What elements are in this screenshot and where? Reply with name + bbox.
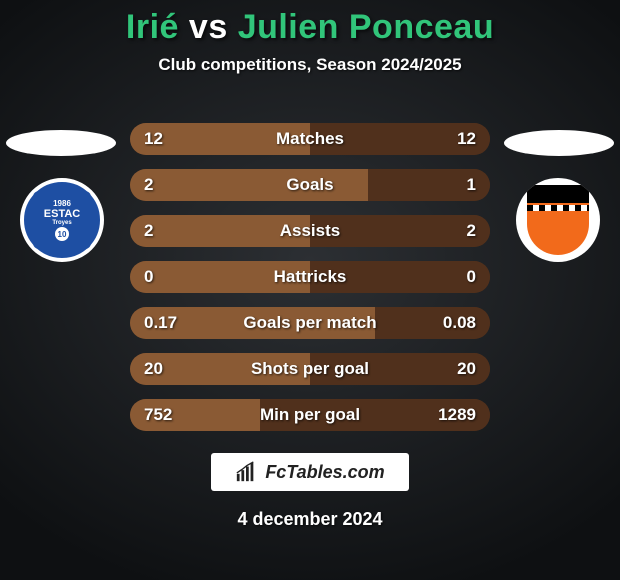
stat-row: 20Shots per goal20 xyxy=(130,353,490,385)
stat-label: Assists xyxy=(130,221,490,241)
player2-name: Julien Ponceau xyxy=(238,8,494,46)
chart-icon xyxy=(235,461,257,483)
player2-club-badge xyxy=(516,178,600,262)
stat-value-right: 12 xyxy=(457,129,476,149)
stat-value-left: 2 xyxy=(144,221,153,241)
stat-value-right: 1289 xyxy=(438,405,476,425)
stat-value-left: 0.17 xyxy=(144,313,177,333)
troyes-badge-number: 10 xyxy=(55,227,69,241)
stat-value-right: 0.08 xyxy=(443,313,476,333)
troyes-badge-inner: 1986 ESTAC Troyes 10 xyxy=(33,191,91,249)
player1-photo-placeholder xyxy=(6,130,116,156)
stat-value-left: 12 xyxy=(144,129,163,149)
stat-row: 2Goals1 xyxy=(130,169,490,201)
stat-value-left: 752 xyxy=(144,405,172,425)
stat-value-left: 20 xyxy=(144,359,163,379)
stat-label: Matches xyxy=(130,129,490,149)
subtitle: Club competitions, Season 2024/2025 xyxy=(158,55,461,75)
stat-row: 752Min per goal1289 xyxy=(130,399,490,431)
stat-label: Shots per goal xyxy=(130,359,490,379)
stat-value-right: 20 xyxy=(457,359,476,379)
stat-label: Goals per match xyxy=(130,313,490,333)
stat-value-right: 2 xyxy=(467,221,476,241)
player1-club-badge: 1986 ESTAC Troyes 10 xyxy=(20,178,104,262)
troyes-badge-sub: Troyes xyxy=(52,220,71,226)
stat-row: 0.17Goals per match0.08 xyxy=(130,307,490,339)
stat-value-right: 0 xyxy=(467,267,476,287)
stat-row: 12Matches12 xyxy=(130,123,490,155)
stat-value-left: 0 xyxy=(144,267,153,287)
stat-label: Hattricks xyxy=(130,267,490,287)
player2-photo-placeholder xyxy=(504,130,614,156)
stat-row: 0Hattricks0 xyxy=(130,261,490,293)
lorient-shield xyxy=(527,185,589,255)
player1-name: Irié xyxy=(126,8,179,46)
stat-row: 2Assists2 xyxy=(130,215,490,247)
stat-label: Min per goal xyxy=(130,405,490,425)
vs-text: vs xyxy=(189,8,228,46)
lorient-stripe xyxy=(527,205,589,211)
troyes-badge-text: ESTAC xyxy=(44,208,80,220)
stat-value-right: 1 xyxy=(467,175,476,195)
branding-badge: FcTables.com xyxy=(211,453,408,491)
comparison-title: Irié vs Julien Ponceau xyxy=(126,8,494,47)
stat-value-left: 2 xyxy=(144,175,153,195)
branding-text: FcTables.com xyxy=(265,462,384,483)
stats-table: 12Matches122Goals12Assists20Hattricks00.… xyxy=(130,123,490,431)
date-text: 4 december 2024 xyxy=(237,509,382,530)
troyes-badge-year: 1986 xyxy=(53,199,71,208)
stat-label: Goals xyxy=(130,175,490,195)
